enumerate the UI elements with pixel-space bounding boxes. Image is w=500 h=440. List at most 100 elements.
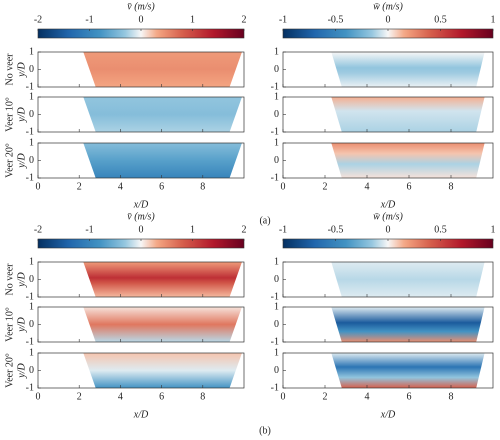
x-tick-label: 0 [36,181,41,192]
y-tick-label: -1 [26,336,34,347]
colorbar-tick-label: -2 [34,14,42,25]
x-tick-label: 4 [118,391,123,402]
colorbar-tick-label: -1 [85,14,93,25]
y-tick-label: -1 [26,126,34,137]
y-axis-label: y/D [16,272,27,288]
y-tick-label: 0 [274,365,279,376]
y-tick-label: -1 [271,126,279,137]
y-tick-label: -1 [271,81,279,92]
colorbar-tick-label: -0.5 [328,14,344,25]
colorbar-title: v̄ (m/s) [127,1,155,12]
colorbar-tick-label: 0.5 [434,224,447,235]
x-axis-label: x/D [133,199,149,210]
x-axis-label: x/D [380,199,396,210]
x-tick-label: 2 [323,181,328,192]
x-tick-label: 8 [200,391,205,402]
y-tick-label: 0 [274,109,279,120]
y-tick-label: 0 [274,274,279,285]
flow-field [331,143,485,178]
flow-field [83,262,242,297]
y-tick-label: 1 [29,301,34,312]
y-axis-label: y/D [16,107,27,123]
colorbar-tick-label: 0 [139,14,144,25]
y-tick-label: 0 [29,319,34,330]
flow-field [83,52,242,87]
flow-field [331,52,485,87]
y-tick-label: 0 [29,365,34,376]
x-tick-label: 6 [159,391,164,402]
x-axis-label: x/D [380,409,396,420]
y-tick-label: 0 [29,64,34,75]
colorbar-tick-label: 0 [386,224,391,235]
flow-field [331,353,485,388]
y-tick-label: 1 [29,137,34,148]
y-tick-label: 1 [29,46,34,57]
y-tick-label: 0 [274,155,279,166]
y-axis-label: y/D [16,363,27,379]
y-tick-label: 0 [274,319,279,330]
x-tick-label: 0 [281,181,286,192]
colorbar-tick-label: 1 [190,224,195,235]
x-tick-label: 8 [449,181,454,192]
flow-field [83,143,242,178]
flow-field [83,353,242,388]
x-axis-label: x/D [133,409,149,420]
y-tick-label: 1 [29,91,34,102]
colorbar-tick-label: -2 [34,224,42,235]
colorbar-title: w̄ (m/s) [373,1,403,12]
row-label: Veer 20° [4,353,15,388]
colorbar-tick-label: 0 [139,224,144,235]
y-tick-label: 1 [274,46,279,57]
colorbar-tick-label: 1 [491,14,496,25]
colorbar-tick-label: -1 [279,224,287,235]
y-tick-label: -1 [271,382,279,393]
row-label: Veer 20° [4,143,15,178]
x-tick-label: 4 [365,181,370,192]
y-tick-label: -1 [271,336,279,347]
colorbar-title: v̄ (m/s) [127,211,155,222]
x-tick-label: 0 [36,391,41,402]
y-tick-label: -1 [26,291,34,302]
flow-field [83,307,242,342]
flow-field [331,262,485,297]
colorbar-tick-label: 0 [386,14,391,25]
flow-field [331,307,485,342]
colorbar-tick-label: 0.5 [434,14,447,25]
row-label: No veer [4,53,15,86]
y-tick-label: -1 [26,172,34,183]
subfigure-label: (b) [259,425,271,436]
x-tick-label: 8 [200,181,205,192]
y-tick-label: 1 [274,256,279,267]
y-tick-label: -1 [271,172,279,183]
y-tick-label: 0 [29,155,34,166]
x-tick-label: 8 [449,391,454,402]
y-tick-label: 1 [29,256,34,267]
colorbar-tick-label: 1 [190,14,195,25]
y-axis-label: y/D [16,317,27,333]
y-tick-label: 1 [29,347,34,358]
x-tick-label: 2 [77,391,82,402]
y-tick-label: 1 [274,347,279,358]
flow-field [331,97,485,132]
x-tick-label: 0 [281,391,286,402]
colorbar-title: w̄ (m/s) [373,211,403,222]
subfigure-label: (a) [259,215,270,226]
row-label: Veer 10° [4,307,15,342]
y-tick-label: 1 [274,91,279,102]
y-tick-label: 1 [274,137,279,148]
x-tick-label: 6 [407,181,412,192]
x-tick-label: 2 [77,181,82,192]
y-tick-label: 1 [274,301,279,312]
y-tick-label: -1 [26,81,34,92]
x-tick-label: 6 [159,181,164,192]
y-tick-label: -1 [26,382,34,393]
y-tick-label: 0 [29,274,34,285]
x-tick-label: 2 [323,391,328,402]
y-axis-label: y/D [16,153,27,169]
y-tick-label: -1 [271,291,279,302]
flow-field [83,97,242,132]
x-tick-label: 4 [365,391,370,402]
colorbar-tick-label: 2 [242,224,247,235]
x-tick-label: 4 [118,181,123,192]
